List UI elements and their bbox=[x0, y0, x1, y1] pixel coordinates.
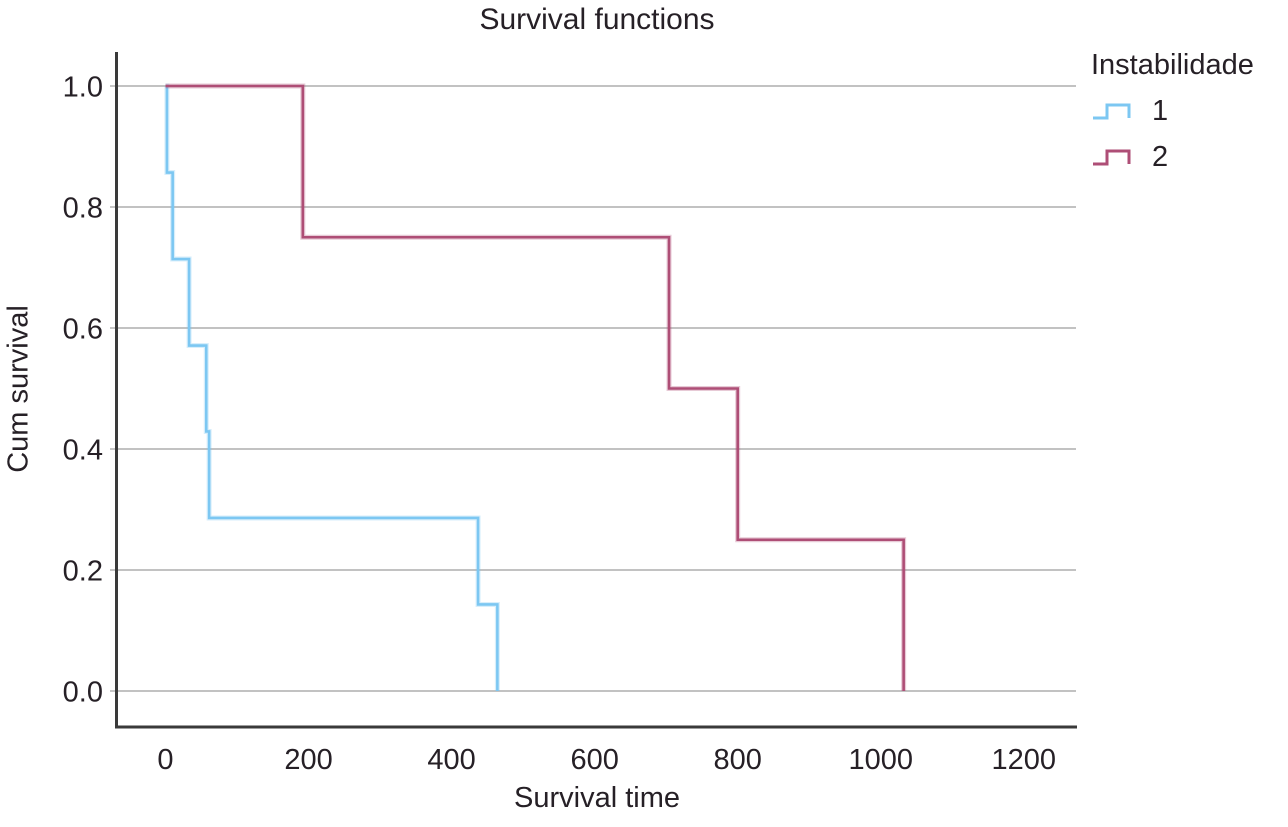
y-tick-label: 0.4 bbox=[63, 434, 103, 466]
legend-title: Instabilidade bbox=[1091, 49, 1254, 81]
chart-title: Survival functions bbox=[479, 3, 715, 36]
x-tick-label: 1000 bbox=[848, 744, 913, 776]
x-axis-label: Survival time bbox=[514, 782, 680, 814]
y-tick-label: 0.0 bbox=[63, 676, 103, 708]
step-line-swatch-icon bbox=[1093, 149, 1131, 166]
x-tick-label: 400 bbox=[427, 744, 475, 776]
step-line-swatch-icon bbox=[1093, 103, 1131, 120]
x-tick-label: 600 bbox=[570, 744, 618, 776]
legend-item-1: 1 bbox=[1091, 94, 1254, 128]
survival-curve-halo-2 bbox=[165, 83, 907, 691]
x-tick-label: 1200 bbox=[992, 744, 1057, 776]
x-tick-label: 800 bbox=[714, 744, 762, 776]
legend-item-label: 2 bbox=[1152, 140, 1169, 173]
x-tick-label: 200 bbox=[284, 744, 332, 776]
y-tick-label: 0.2 bbox=[63, 555, 103, 587]
legend-item-label: 1 bbox=[1152, 94, 1169, 127]
y-tick-label: 0.8 bbox=[63, 192, 103, 224]
legend-item-2: 2 bbox=[1091, 140, 1254, 174]
y-tick-label: 0.6 bbox=[63, 313, 103, 345]
survival-curve-halo-1 bbox=[164, 83, 500, 691]
y-tick-label: 1.0 bbox=[63, 71, 103, 103]
y-axis-label: Cum survival bbox=[2, 305, 35, 473]
survival-curve-1 bbox=[165, 84, 499, 691]
survival-curve-2 bbox=[165, 84, 905, 691]
x-tick-label: 0 bbox=[157, 744, 173, 776]
